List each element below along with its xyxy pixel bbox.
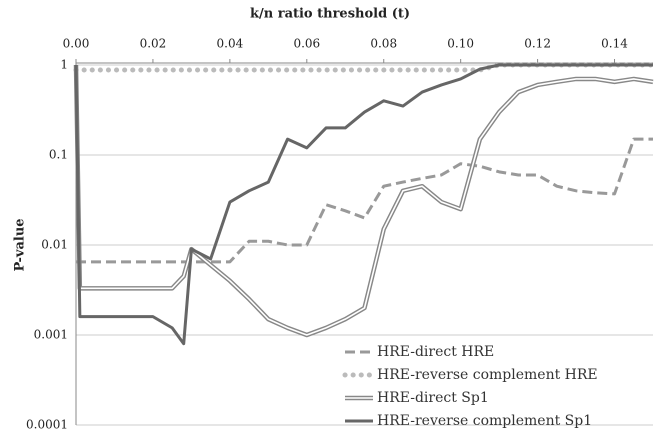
y-tick-label: 0.1 bbox=[49, 148, 68, 162]
y-tick-label: 0.0001 bbox=[26, 418, 68, 432]
x-tick-label: 0.12 bbox=[524, 37, 551, 51]
x-tick-label: 0.14 bbox=[601, 37, 628, 51]
x-tick-label: 0.06 bbox=[293, 37, 320, 51]
y-tick-label: 1 bbox=[60, 58, 68, 72]
y-axis-label: P-value bbox=[13, 218, 28, 271]
x-tick-label: 0.02 bbox=[140, 37, 167, 51]
series-line-inner bbox=[75, 64, 654, 336]
series-line bbox=[74, 63, 653, 346]
chart-title: k/n ratio threshold (t) bbox=[250, 7, 410, 22]
x-tick-label: 0.08 bbox=[370, 37, 397, 51]
legend-label: HRE-reverse complement Sp1 bbox=[377, 413, 592, 429]
y-tick-label: 0.01 bbox=[41, 238, 68, 252]
series-line bbox=[73, 64, 654, 338]
legend-label: HRE-reverse complement HRE bbox=[377, 367, 598, 383]
legend-label: HRE-direct HRE bbox=[377, 344, 494, 360]
y-tick-label: 0.001 bbox=[34, 328, 68, 342]
series-line bbox=[73, 62, 656, 73]
x-tick-label: 0.04 bbox=[217, 37, 244, 51]
x-tick-label: 0.00 bbox=[63, 37, 90, 51]
legend-label: HRE-direct Sp1 bbox=[377, 390, 489, 406]
x-tick-label: 0.10 bbox=[447, 37, 474, 51]
series-line bbox=[76, 137, 653, 264]
